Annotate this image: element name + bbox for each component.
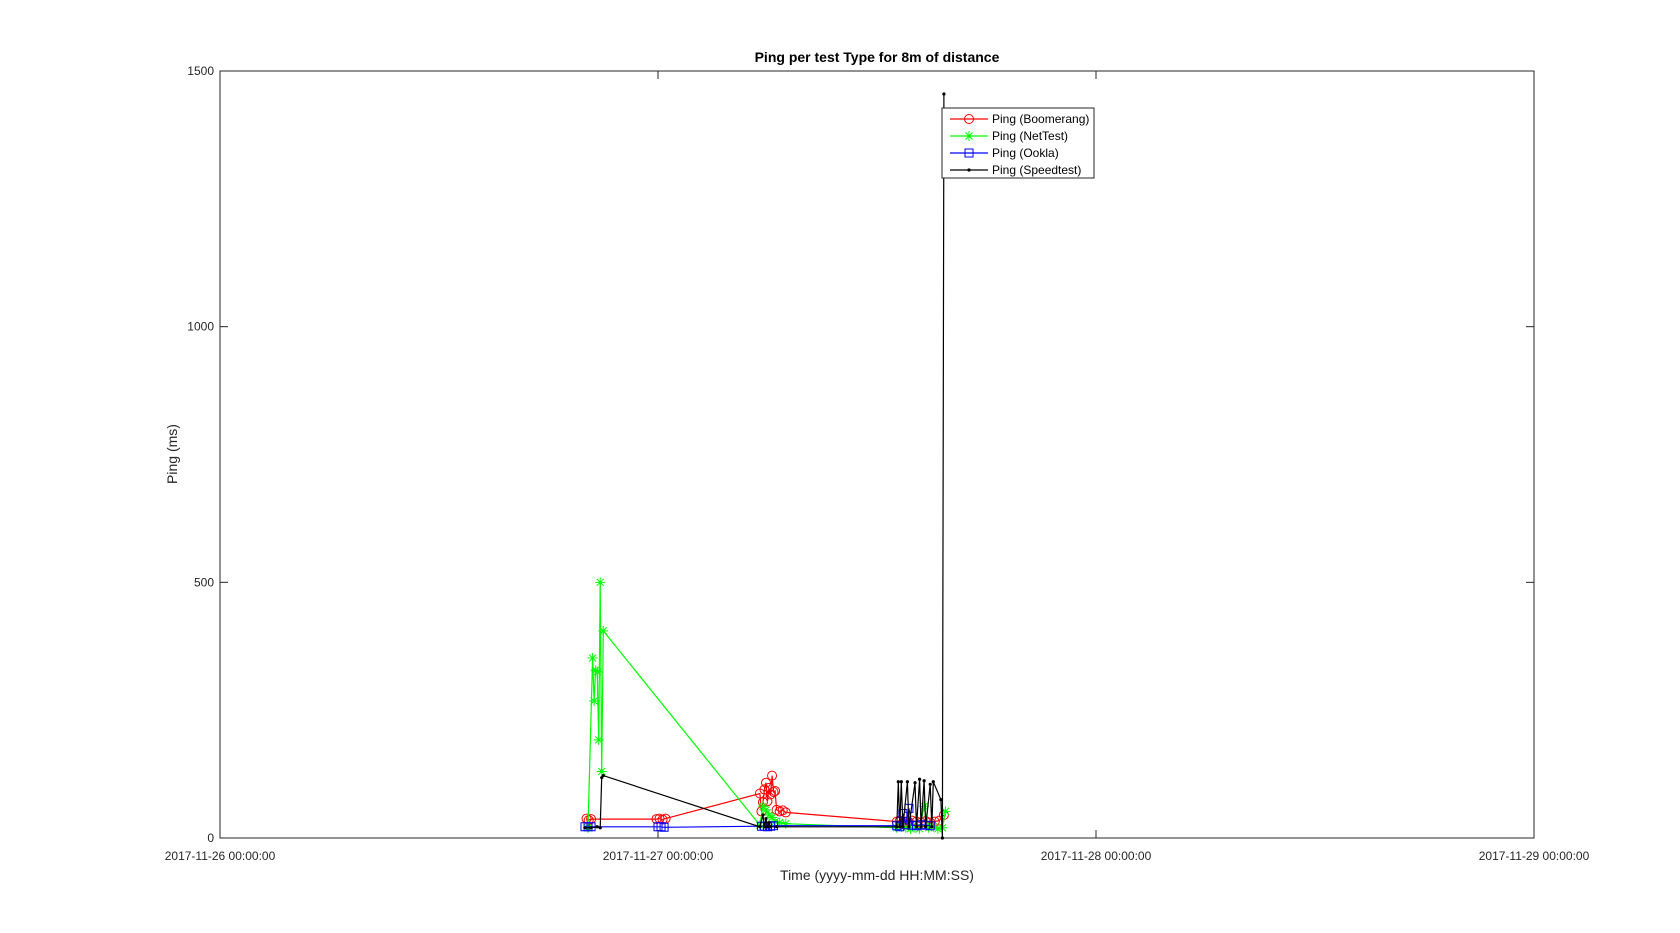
data-point — [780, 807, 791, 818]
x-tick-label: 2017-11-27 00:00:00 — [603, 849, 714, 863]
data-point — [659, 822, 669, 832]
data-point — [761, 813, 765, 817]
data-point — [898, 825, 902, 829]
y-tick-label: 500 — [194, 575, 214, 589]
x-tick-label: 2017-11-29 00:00:00 — [1479, 849, 1590, 863]
data-point — [593, 734, 604, 745]
data-point — [964, 131, 974, 141]
x-tick-label: 2017-11-28 00:00:00 — [1041, 849, 1152, 863]
data-point — [767, 770, 778, 781]
data-point — [777, 805, 788, 816]
data-point — [900, 822, 911, 833]
chart-title: Ping per test Type for 8m of distance — [755, 49, 1000, 65]
data-point — [774, 817, 785, 828]
data-point — [932, 823, 943, 834]
data-point — [598, 826, 602, 830]
series-line — [585, 808, 931, 828]
data-point — [917, 777, 922, 781]
data-point — [964, 114, 974, 124]
data-point — [762, 825, 767, 829]
data-point — [768, 786, 779, 797]
data-point — [759, 784, 770, 795]
data-point — [930, 825, 934, 829]
data-point — [964, 148, 974, 158]
data-point — [758, 825, 762, 829]
data-point — [595, 825, 599, 829]
data-point — [901, 825, 905, 829]
data-point — [764, 816, 768, 821]
legend-item: Ping (Boomerang) — [950, 112, 1089, 126]
legend-items: Ping (Boomerang) Ping (NetTest) Ping (Ookl… — [950, 112, 1089, 177]
data-point — [914, 825, 919, 829]
data-point — [923, 822, 934, 833]
data-point — [901, 820, 911, 830]
y-axis-label: Ping (ms) — [164, 424, 180, 484]
data-point — [595, 577, 606, 588]
legend-label: Ping (Ookla) — [992, 146, 1059, 160]
series-ping-speedtest — [583, 92, 946, 840]
data-point — [928, 782, 932, 786]
data-point — [922, 779, 926, 783]
series-layer — [580, 92, 951, 840]
data-point — [942, 92, 946, 96]
data-point — [910, 822, 921, 833]
data-point — [940, 836, 944, 840]
data-point — [931, 780, 935, 784]
data-point — [767, 812, 778, 823]
data-point — [919, 801, 930, 812]
data-point — [780, 818, 791, 829]
data-point — [895, 825, 899, 829]
data-point — [760, 777, 771, 788]
data-point — [587, 653, 598, 664]
x-tick-label: 2017-11-26 00:00:00 — [165, 849, 276, 863]
data-point — [589, 695, 600, 706]
y-tick-label: 1000 — [187, 320, 214, 334]
data-point — [924, 825, 928, 829]
data-point — [768, 825, 773, 829]
data-point — [896, 780, 900, 784]
data-point — [940, 806, 951, 817]
data-point — [939, 798, 943, 802]
x-axis-label: Time (yyyy-mm-dd HH:MM:SS) — [780, 867, 974, 883]
data-point — [967, 168, 971, 172]
data-point — [907, 825, 911, 829]
y-tick-label: 0 — [207, 831, 214, 845]
data-point — [770, 785, 781, 796]
data-point — [598, 625, 609, 636]
x-axis-ticks: 2017-11-26 00:00:00 2017-11-27 00:00:00 20… — [165, 71, 1590, 863]
data-point — [601, 774, 605, 778]
plot-area — [219, 70, 1535, 839]
data-point — [919, 825, 923, 829]
legend-item: Ping (NetTest) — [950, 129, 1068, 143]
legend-item: Ping (Speedtest) — [950, 163, 1081, 177]
data-point — [583, 826, 587, 830]
data-point — [656, 822, 666, 832]
data-point — [899, 780, 903, 784]
data-point — [905, 780, 910, 784]
data-point — [596, 766, 607, 777]
legend-label: Ping (NetTest) — [992, 129, 1068, 143]
data-point — [775, 825, 779, 829]
data-point — [767, 821, 771, 825]
data-point — [762, 796, 773, 807]
data-point — [760, 804, 771, 815]
data-point — [913, 781, 917, 785]
y-tick-label: 1500 — [187, 64, 214, 78]
legend-label: Ping (Boomerang) — [992, 112, 1089, 126]
data-point — [765, 825, 770, 829]
data-point — [592, 666, 603, 677]
legend-item: Ping (Ookla) — [950, 146, 1059, 160]
legend: Ping (Boomerang) Ping (NetTest) Ping (Ookl… — [941, 107, 1095, 179]
legend-label: Ping (Speedtest) — [992, 163, 1081, 177]
data-point — [586, 814, 597, 825]
legend-box — [941, 107, 1095, 179]
data-point — [589, 826, 593, 830]
y-axis-ticks: 0 500 1000 1500 — [187, 64, 1534, 845]
